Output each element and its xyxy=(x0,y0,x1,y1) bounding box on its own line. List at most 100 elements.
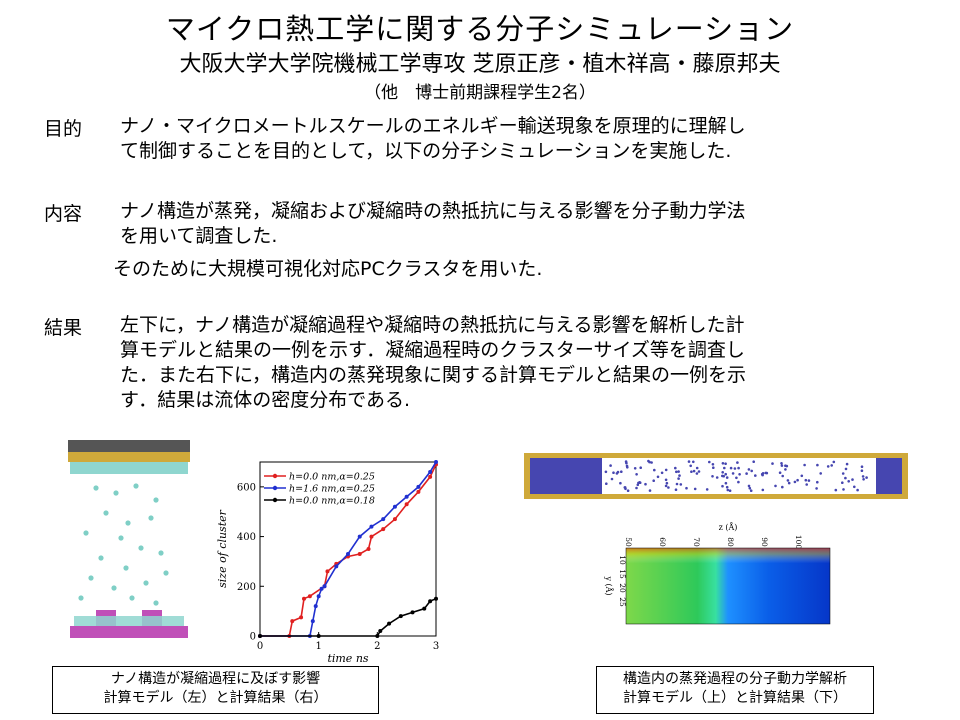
molecule xyxy=(726,488,730,492)
series-line-2 xyxy=(260,597,437,637)
data-point xyxy=(398,614,403,619)
molecule xyxy=(619,481,622,485)
molecule xyxy=(652,479,655,482)
data-point xyxy=(307,594,312,599)
molecule xyxy=(842,488,845,491)
molecule xyxy=(158,550,164,556)
molecule xyxy=(604,470,608,474)
molecule xyxy=(731,472,735,475)
molecule xyxy=(804,478,808,482)
molecule xyxy=(674,466,677,470)
molecule xyxy=(633,467,637,470)
authors: 大阪大学大学院機械工学専攻 芝原正彦・植木祥高・藤原邦夫 xyxy=(179,52,781,77)
molecule xyxy=(625,461,628,465)
top-wall xyxy=(68,440,190,452)
data-point xyxy=(346,551,350,556)
data-point xyxy=(404,502,409,507)
data-point xyxy=(319,586,324,591)
molecule xyxy=(834,488,838,492)
section-body-content: ナノ構造が蒸発，凝縮および凝縮時の熱抵抗に与える影響を分子動力学法 を用いて調査… xyxy=(120,199,880,249)
vapor-molecules xyxy=(604,459,868,492)
molecule xyxy=(723,466,726,470)
liquid-region-left xyxy=(530,458,602,494)
evaporation-model-image xyxy=(524,453,908,499)
molecule xyxy=(153,600,159,606)
molecule xyxy=(711,475,714,478)
molecule xyxy=(667,486,670,489)
molecule xyxy=(664,478,668,482)
data-point xyxy=(410,610,415,615)
data-point xyxy=(316,634,321,638)
molecule xyxy=(747,468,751,471)
molecule xyxy=(781,485,784,489)
heatmap-y-tick-label: 15 xyxy=(618,569,627,579)
data-point xyxy=(310,619,315,624)
body-line: す．結果は流体の密度分布である. xyxy=(120,389,411,411)
molecule xyxy=(761,473,764,477)
molecule xyxy=(725,485,729,489)
data-point xyxy=(381,517,386,522)
molecule xyxy=(841,481,844,484)
data-point xyxy=(378,629,383,634)
density-heatmap: z (Å) 50 60 70 80 90 100 10 15 20 25 y (Å) xyxy=(604,523,831,625)
heatmap-frame xyxy=(625,547,831,625)
bottom-wall xyxy=(70,626,188,638)
heatmap-x-tick-label: 90 xyxy=(760,537,769,547)
body-line: て制御することを目的として，以下の分子シミュレーションを実施した. xyxy=(120,140,732,162)
molecule xyxy=(103,510,109,516)
molecule xyxy=(745,472,748,475)
molecule xyxy=(93,485,99,491)
data-point xyxy=(392,517,397,522)
molecule xyxy=(638,481,641,484)
molecule xyxy=(800,474,804,478)
molecule xyxy=(816,463,819,467)
caption-left: ナノ構造が凝縮過程に及ぼす影響 計算モデル（左）と計算結果（右） xyxy=(52,666,379,714)
data-point xyxy=(422,606,427,611)
molecule xyxy=(692,460,695,464)
legend-label: h=1.6 nm,α=0.25 xyxy=(289,484,375,495)
molecule xyxy=(761,488,765,492)
data-point xyxy=(369,534,374,539)
molecule xyxy=(88,575,94,581)
molecule xyxy=(847,480,850,483)
data-point xyxy=(428,599,433,604)
molecule xyxy=(605,482,608,485)
heatmap-x-tick-label: 80 xyxy=(726,537,735,547)
top-wall-gold xyxy=(68,452,190,462)
legend-marker xyxy=(272,497,278,503)
molecule xyxy=(705,488,709,491)
body-line: た．また右下に，構造内の蒸発現象に関する計算モデルと結果の一例を示 xyxy=(120,364,747,386)
molecule xyxy=(693,487,697,491)
molecule xyxy=(679,483,683,486)
molecule xyxy=(689,464,692,468)
molecule xyxy=(780,464,784,467)
molecule xyxy=(721,474,724,478)
heatmap-x-tick-label: 50 xyxy=(624,537,633,547)
section-extra-content: そのために大規模可視化対応PCクラスタを用いた. xyxy=(113,258,543,280)
molecule xyxy=(677,470,680,473)
molecule xyxy=(639,466,642,469)
molecule xyxy=(656,475,660,479)
cluster-size-chart: 0 1 2 3 0 200 400 600 h=0.0 nm,α=0.25h=1.6 nm,α… xyxy=(216,460,439,665)
molecule xyxy=(796,478,799,482)
molecule xyxy=(163,570,169,576)
molecule xyxy=(830,464,833,467)
caption-line: 構造内の蒸発過程の分子動力学解析 xyxy=(623,671,847,687)
molecule xyxy=(774,484,777,488)
x-tick-label: 3 xyxy=(433,641,439,652)
molecule xyxy=(133,483,139,489)
molecule xyxy=(844,467,848,471)
x-tick-label: 1 xyxy=(315,641,321,652)
author-note: （他 博士前期課程学生2名） xyxy=(364,83,596,103)
data-point xyxy=(387,621,392,626)
body-line: 左下に，ナノ構造が凝縮過程や凝縮時の熱抵抗に与える影響を解析した計 xyxy=(120,314,745,336)
molecule xyxy=(690,470,693,473)
caption-line: ナノ構造が凝縮過程に及ぼす影響 xyxy=(110,671,321,687)
molecule xyxy=(721,484,724,488)
data-point xyxy=(428,469,433,474)
data-point xyxy=(375,634,380,638)
molecule xyxy=(83,530,89,536)
molecule xyxy=(125,520,131,526)
molecule xyxy=(626,489,630,492)
molecule xyxy=(612,471,615,474)
